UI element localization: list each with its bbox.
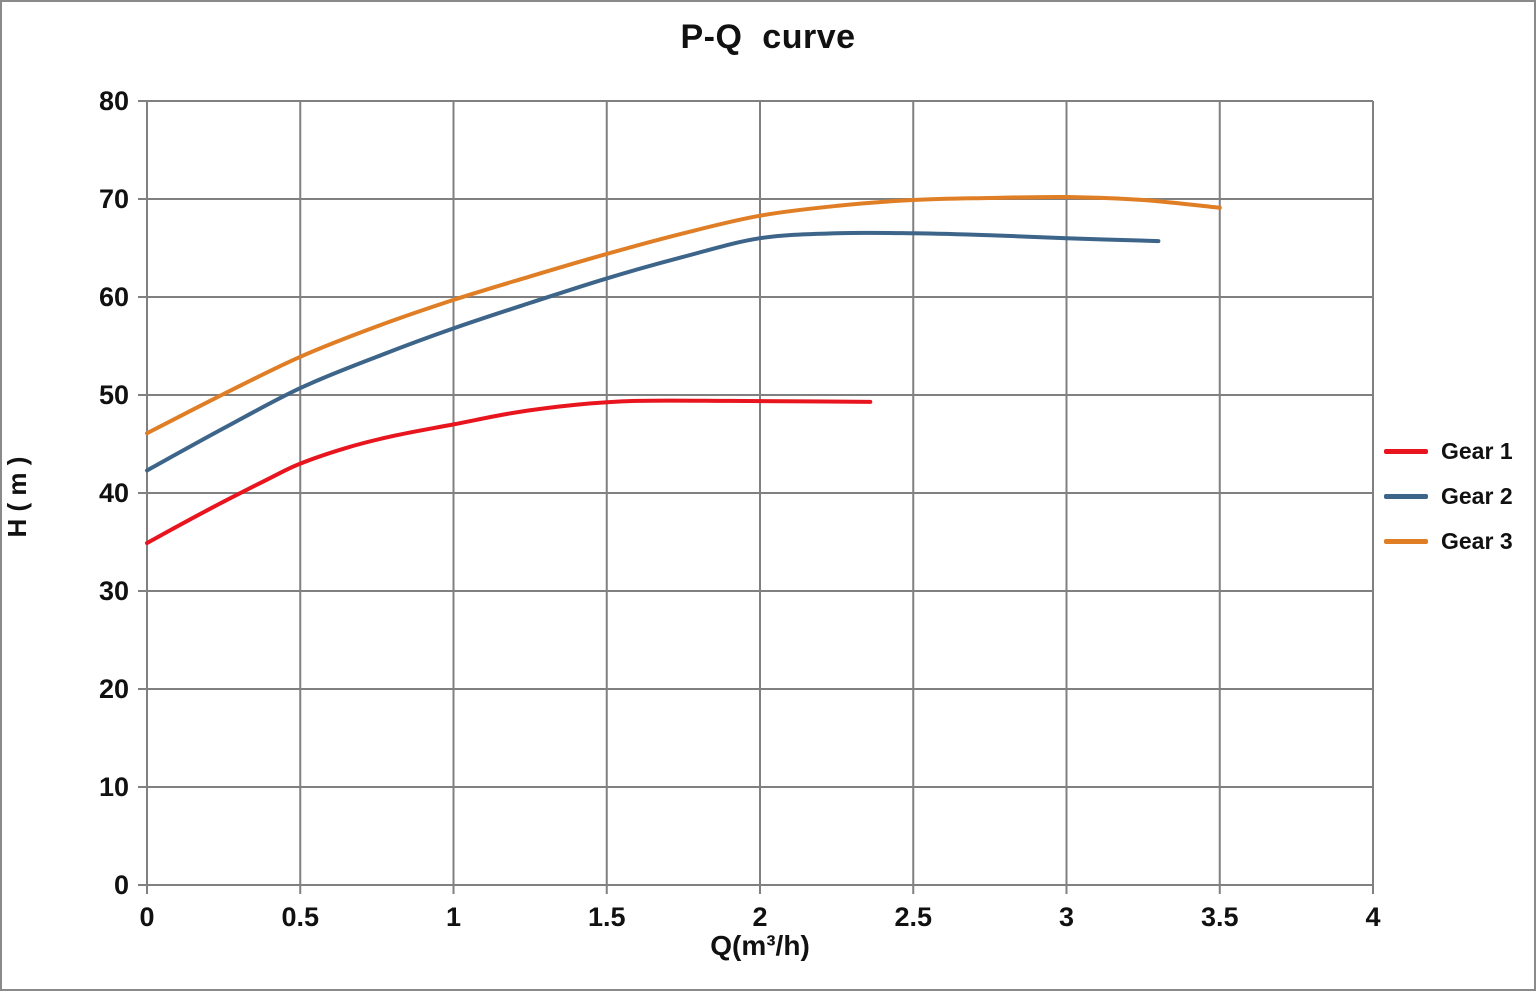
x-tick-label: 1.5 bbox=[588, 902, 626, 932]
y-tick-label: 30 bbox=[99, 576, 129, 606]
legend-swatch-gear-2 bbox=[1384, 493, 1428, 499]
x-tick-label: 2 bbox=[752, 902, 767, 932]
y-axis-title: H ( m ) bbox=[2, 456, 32, 538]
y-tick-label: 40 bbox=[99, 478, 129, 508]
legend-item-gear-3: Gear 3 bbox=[1384, 526, 1513, 556]
series-curve-1 bbox=[145, 398, 873, 545]
x-tick-label: 2.5 bbox=[894, 902, 932, 932]
legend-item-gear-1: Gear 1 bbox=[1384, 436, 1513, 466]
series-curve-2 bbox=[145, 230, 1161, 473]
x-tick-label: 3.5 bbox=[1201, 902, 1239, 932]
legend-item-gear-2: Gear 2 bbox=[1384, 481, 1513, 511]
legend-label-gear-1: Gear 1 bbox=[1441, 437, 1513, 464]
x-tick-label: 1 bbox=[446, 902, 461, 932]
legend-label-gear-2: Gear 2 bbox=[1441, 482, 1513, 509]
legend-swatch-gear-3 bbox=[1384, 538, 1428, 544]
chart-title: P-Q curve bbox=[680, 18, 856, 56]
legend: Gear 1 Gear 2 Gear 3 bbox=[1384, 436, 1513, 556]
y-tick-label: 60 bbox=[99, 282, 129, 312]
y-tick-label: 80 bbox=[99, 86, 129, 116]
x-tick-label: 3 bbox=[1059, 902, 1074, 932]
series-curve-3 bbox=[145, 194, 1222, 436]
x-tick-label: 0 bbox=[139, 902, 154, 932]
y-tick-label: 10 bbox=[99, 772, 129, 802]
y-tick-label: 20 bbox=[99, 674, 129, 704]
legend-label-gear-3: Gear 3 bbox=[1441, 527, 1513, 554]
y-tick-label: 70 bbox=[99, 184, 129, 214]
x-tick-label: 4 bbox=[1365, 902, 1380, 932]
legend-swatch-gear-1 bbox=[1384, 448, 1428, 454]
x-axis-title: Q(m³/h) bbox=[710, 930, 810, 961]
x-tick-label: 0.5 bbox=[281, 902, 319, 932]
y-tick-label: 50 bbox=[99, 380, 129, 410]
y-tick-label: 0 bbox=[114, 870, 129, 900]
